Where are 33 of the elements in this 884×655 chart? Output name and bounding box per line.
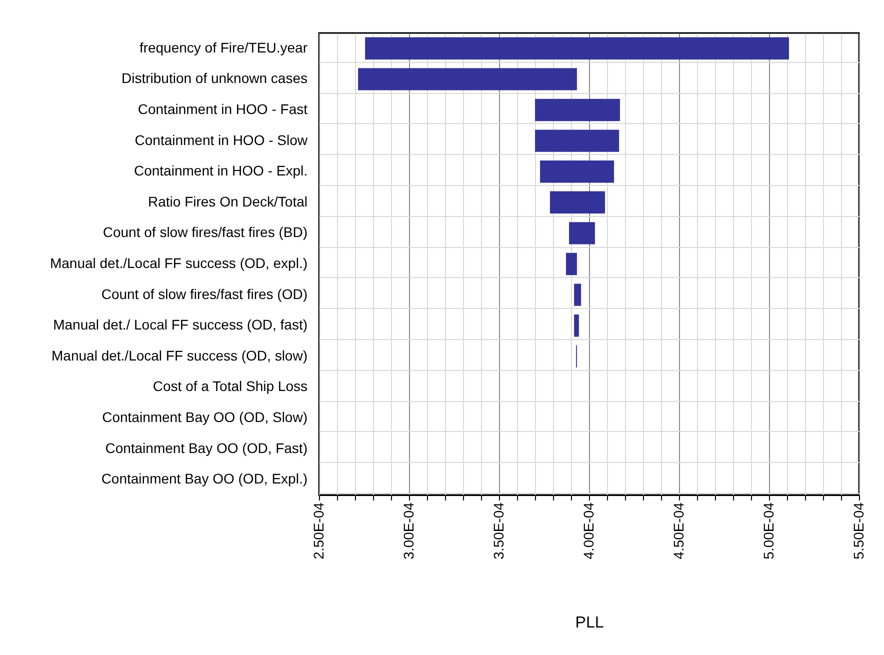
x-tick-label: 2.50E-04: [310, 502, 326, 560]
y-tick-label: Manual det./Local FF success (OD, expl.): [50, 255, 308, 271]
y-tick-label: Containment Bay OO (OD, Slow): [102, 409, 308, 425]
y-tick-label: Containment in HOO - Slow: [134, 132, 308, 148]
y-tick-label: Ratio Fires On Deck/Total: [148, 193, 308, 210]
y-tick-label: Containment in HOO - Fast: [138, 101, 308, 117]
bar: [566, 252, 577, 276]
y-tick-label: Manual det./Local FF success (OD, slow): [52, 347, 308, 364]
bar: [574, 314, 579, 337]
y-tick-label: Containment Bay OO (OD, Expl.): [101, 470, 308, 487]
x-tick-label: 4.00E-04: [580, 502, 596, 560]
bar: [365, 37, 789, 60]
bar: [540, 160, 614, 183]
x-tick-label: 5.00E-04: [760, 502, 776, 560]
x-tick-label: 3.50E-04: [490, 502, 506, 560]
x-tick-label: 4.50E-04: [670, 502, 686, 560]
bar: [535, 130, 620, 152]
y-tick-label: Manual det./ Local FF success (OD, fast): [53, 316, 308, 333]
bar: [535, 98, 620, 122]
y-tick-label: Containment Bay OO (OD, Fast): [105, 440, 308, 456]
x-tick-label: 3.00E-04: [400, 502, 416, 560]
bar: [358, 68, 577, 90]
bar: [550, 191, 606, 214]
y-tick-label: frequency of Fire/TEU.year: [139, 39, 308, 56]
y-tick-label: Distribution of unknown cases: [122, 70, 308, 86]
x-tick-label: 5.50E-04: [850, 502, 866, 560]
x-axis-title: PLL: [575, 614, 604, 632]
y-tick-label: Count of slow fires/fast fires (BD): [102, 224, 308, 240]
bar: [569, 222, 595, 244]
y-tick-label: Containment in HOO - Expl.: [134, 162, 308, 179]
y-tick-label: Cost of a Total Ship Loss: [152, 378, 308, 394]
bar: [574, 284, 582, 306]
y-tick-label: Count of slow fires/fast fires (OD): [101, 286, 308, 302]
